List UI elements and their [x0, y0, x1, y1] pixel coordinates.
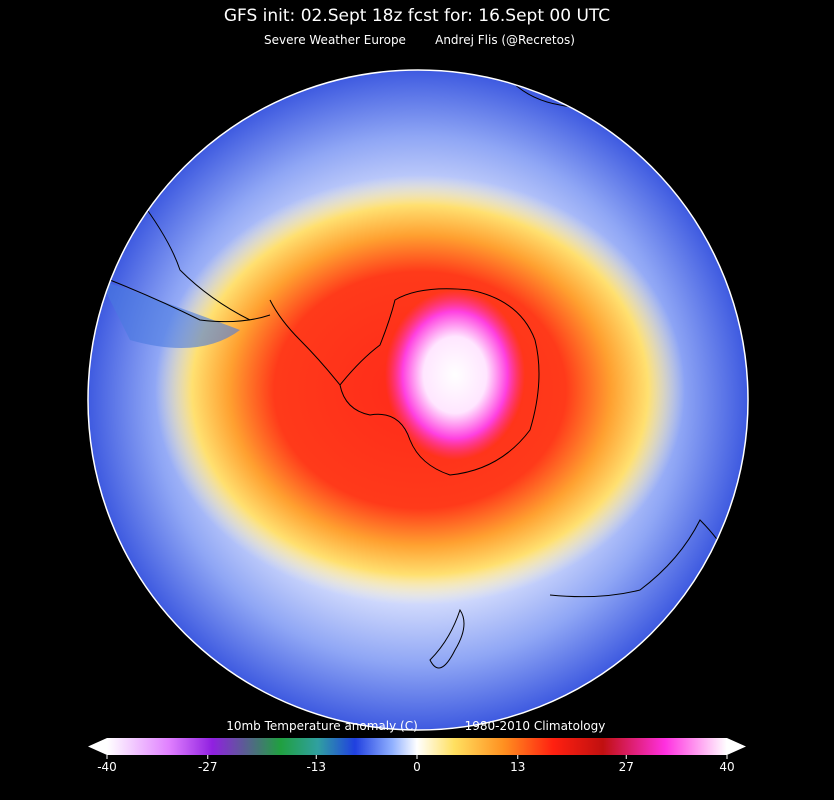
tick-label: 13	[510, 760, 525, 774]
tick-label: -13	[306, 760, 326, 774]
colorbar-arrow-right	[727, 738, 746, 755]
tick-label: -40	[97, 760, 117, 774]
tick-label: 0	[413, 760, 421, 774]
climatology-label: 1980-2010 Climatology	[465, 719, 606, 733]
author: Andrej Flis (@Recretos)	[435, 33, 575, 47]
tick-label: 27	[619, 760, 634, 774]
map-border	[87, 69, 749, 731]
title: GFS init: 02.Sept 18z fcst for: 16.Sept …	[224, 6, 610, 26]
tick-label: -27	[198, 760, 218, 774]
colorbar-label: 10mb Temperature anomaly (C)	[226, 719, 418, 733]
colorbar	[107, 738, 727, 755]
tick-label: 40	[719, 760, 734, 774]
source: Severe Weather Europe	[264, 33, 406, 47]
colorbar-ticks: -40 -27 -13 0 13 27 40	[97, 755, 735, 774]
map-disc	[88, 70, 748, 730]
colorbar-arrow-left	[88, 738, 107, 755]
